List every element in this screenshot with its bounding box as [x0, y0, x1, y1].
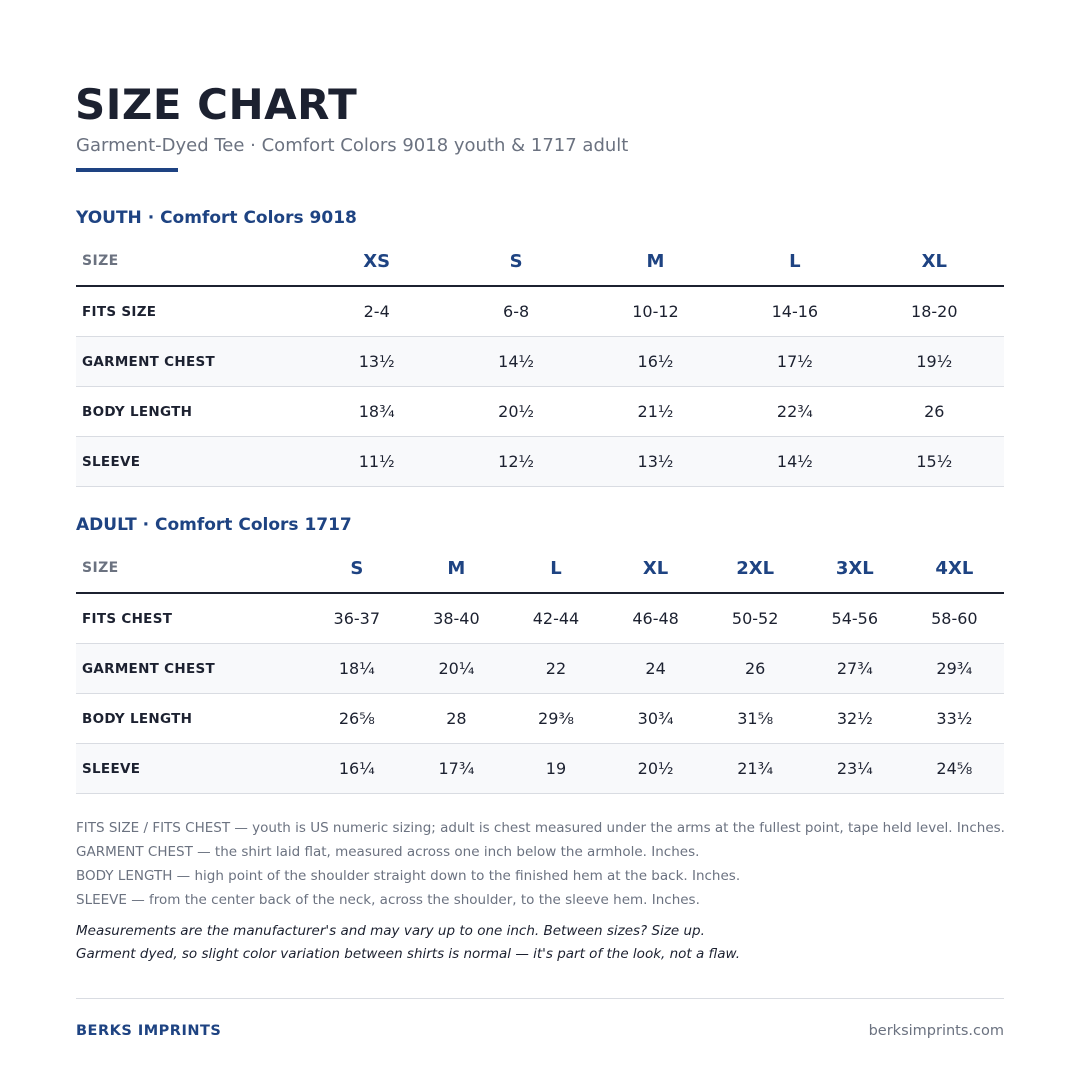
table-cell: 24 — [605, 643, 706, 694]
table-cell: 10-12 — [585, 286, 726, 337]
table-cell: 21¾ — [705, 743, 805, 794]
row-label: GARMENT CHEST — [76, 643, 307, 694]
row-label: SLEEVE — [76, 743, 307, 794]
table-cell: 20¼ — [406, 643, 507, 694]
table-cell: 31⅝ — [705, 693, 805, 744]
table-cell: 28 — [406, 693, 507, 744]
page-title: SIZE CHART — [75, 80, 358, 129]
table-row: FITS SIZE 2-4 6-8 10-12 14-16 18-20 — [76, 286, 1004, 337]
table-cell: 19½ — [864, 336, 1004, 387]
table-cell: 26 — [864, 386, 1004, 437]
note-fits: FITS SIZE / FITS CHEST — youth is US num… — [76, 820, 1005, 836]
table-cell: 58-60 — [904, 593, 1005, 644]
youth-header-row: SIZE XS S M L XL — [76, 237, 1004, 287]
table-cell: 26 — [705, 643, 805, 694]
table-cell: 18-20 — [864, 286, 1004, 337]
table-row: SLEEVE 16¼ 17¾ 19 20½ 21¾ 23¼ 24⅝ — [76, 743, 1005, 794]
table-cell: 2-4 — [307, 286, 447, 337]
table-row: SLEEVE 11½ 12½ 13½ 14½ 15½ — [76, 436, 1004, 487]
adult-size-header: XL — [605, 544, 706, 594]
adult-size-header: M — [406, 544, 507, 594]
table-cell: 20½ — [605, 743, 706, 794]
table-cell: 29¾ — [904, 643, 1005, 694]
table-cell: 6-8 — [446, 286, 586, 337]
table-row: BODY LENGTH 26⅝ 28 29⅜ 30¾ 31⅝ 32½ 33½ — [76, 693, 1005, 744]
measurement-notes: FITS SIZE / FITS CHEST — youth is US num… — [76, 816, 1066, 912]
adult-size-header: 4XL — [904, 544, 1005, 594]
table-cell: 20½ — [446, 386, 586, 437]
disclaimer: Measurements are the manufacturer's and … — [76, 920, 1066, 966]
table-cell: 27¾ — [804, 643, 905, 694]
adult-size-header: 3XL — [804, 544, 905, 594]
table-cell: 16¼ — [307, 743, 407, 794]
table-cell: 22 — [506, 643, 606, 694]
table-cell: 19 — [506, 743, 606, 794]
table-row: GARMENT CHEST 13½ 14½ 16½ 17½ 19½ — [76, 336, 1004, 387]
disclaimer-line: Measurements are the manufacturer's and … — [76, 923, 705, 939]
row-label: FITS SIZE — [76, 286, 307, 337]
table-cell: 50-52 — [705, 593, 805, 644]
row-label: BODY LENGTH — [76, 386, 307, 437]
youth-size-table: SIZE XS S M L XL FITS SIZE 2-4 6-8 10-12… — [76, 237, 1004, 487]
table-cell: 16½ — [585, 336, 726, 387]
table-cell: 36-37 — [307, 593, 407, 644]
table-cell: 18¼ — [307, 643, 407, 694]
row-label: FITS CHEST — [76, 593, 307, 644]
table-cell: 23¼ — [804, 743, 905, 794]
table-cell: 14½ — [446, 336, 586, 387]
title-underline — [76, 168, 178, 172]
table-row: BODY LENGTH 18¾ 20½ 21½ 22¾ 26 — [76, 386, 1004, 437]
table-cell: 32½ — [804, 693, 905, 744]
footer-divider — [76, 998, 1004, 999]
table-cell: 17¾ — [406, 743, 507, 794]
table-cell: 30¾ — [605, 693, 706, 744]
row-label: SLEEVE — [76, 436, 307, 487]
table-cell: 14-16 — [725, 286, 865, 337]
table-cell: 29⅜ — [506, 693, 606, 744]
note-body-length: BODY LENGTH — high point of the shoulder… — [76, 868, 741, 884]
youth-size-header: M — [585, 237, 726, 287]
adult-header-row: SIZE S M L XL 2XL 3XL 4XL — [76, 544, 1005, 594]
website-link[interactable]: berksimprints.com — [868, 1023, 1004, 1039]
adult-size-header: 2XL — [705, 544, 805, 594]
note-garment-chest: GARMENT CHEST — the shirt laid flat, mea… — [76, 844, 700, 860]
youth-size-header: S — [446, 237, 586, 287]
disclaimer-line: Garment dyed, so slight color variation … — [76, 946, 741, 962]
adult-size-header: S — [307, 544, 407, 594]
table-row: GARMENT CHEST 18¼ 20¼ 22 24 26 27¾ 29¾ — [76, 643, 1005, 694]
table-cell: 11½ — [307, 436, 447, 487]
youth-size-header: XL — [864, 237, 1004, 287]
table-cell: 46-48 — [605, 593, 706, 644]
youth-section-title: YOUTH · Comfort Colors 9018 — [76, 208, 357, 228]
table-cell: 14½ — [725, 436, 865, 487]
table-cell: 54-56 — [804, 593, 905, 644]
table-row: FITS CHEST 36-37 38-40 42-44 46-48 50-52… — [76, 593, 1005, 644]
table-cell: 13½ — [307, 336, 447, 387]
table-cell: 24⅝ — [904, 743, 1005, 794]
table-cell: 22¾ — [725, 386, 865, 437]
table-cell: 38-40 — [406, 593, 507, 644]
table-cell: 15½ — [864, 436, 1004, 487]
note-sleeve: SLEEVE — from the center back of the nec… — [76, 892, 700, 908]
adult-size-header: L — [506, 544, 606, 594]
youth-size-header: XS — [307, 237, 447, 287]
row-label: GARMENT CHEST — [76, 336, 307, 387]
table-cell: 21½ — [585, 386, 726, 437]
youth-size-header: L — [725, 237, 865, 287]
adult-corner-label: SIZE — [76, 544, 307, 594]
brand-name: BERKS IMPRINTS — [76, 1023, 222, 1039]
youth-corner-label: SIZE — [76, 237, 307, 287]
page-subtitle: Garment-Dyed Tee · Comfort Colors 9018 y… — [76, 135, 629, 156]
table-cell: 17½ — [725, 336, 865, 387]
table-cell: 33½ — [904, 693, 1005, 744]
adult-size-table: SIZE S M L XL 2XL 3XL 4XL FITS CHEST 36-… — [76, 544, 1005, 794]
table-cell: 18¾ — [307, 386, 447, 437]
table-cell: 12½ — [446, 436, 586, 487]
row-label: BODY LENGTH — [76, 693, 307, 744]
table-cell: 26⅝ — [307, 693, 407, 744]
table-cell: 42-44 — [506, 593, 606, 644]
adult-section-title: ADULT · Comfort Colors 1717 — [76, 515, 352, 535]
table-cell: 13½ — [585, 436, 726, 487]
